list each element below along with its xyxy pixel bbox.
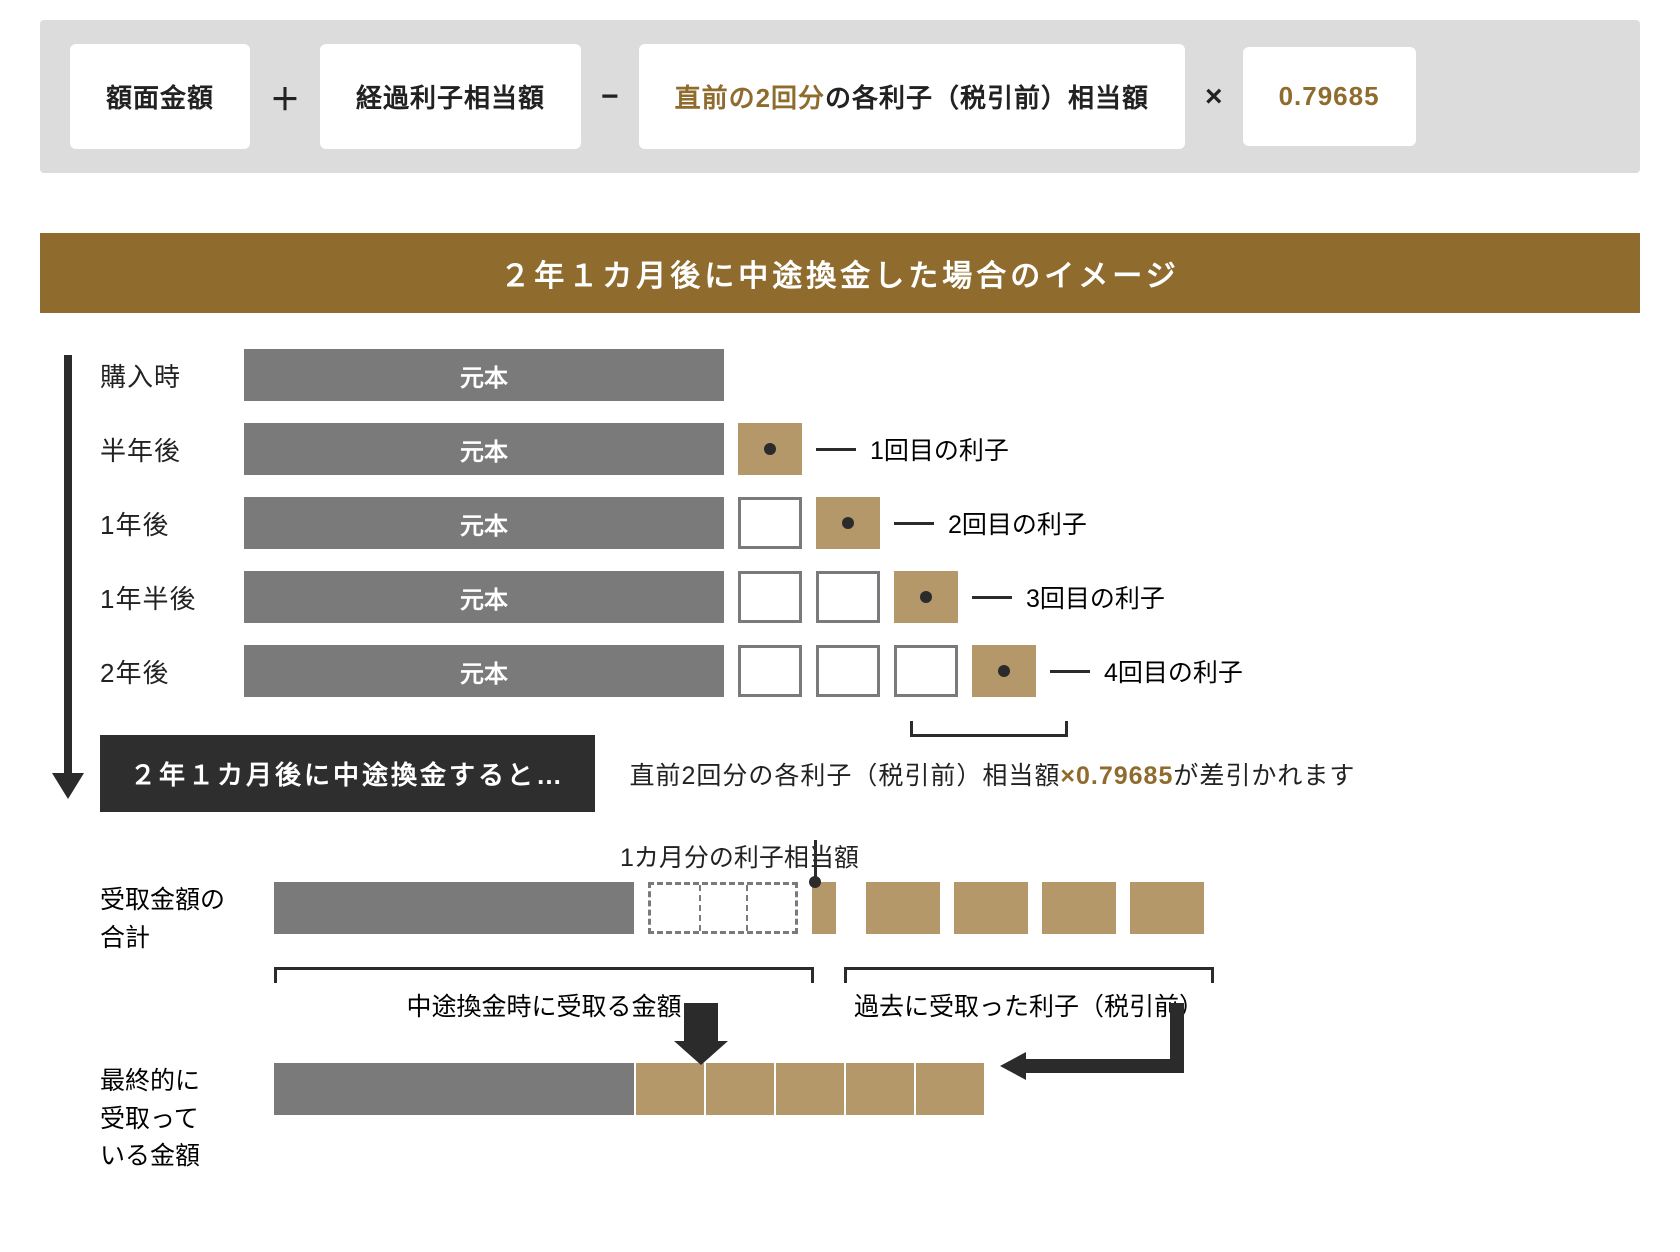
principal-bar: 元本: [244, 349, 724, 401]
timeline-row: 2年後元本 4回目の利子: [100, 645, 1640, 697]
principal-bar: 元本: [244, 497, 724, 549]
formula-term-1: 額面金額: [70, 44, 250, 149]
interest-dot-icon: [920, 591, 932, 603]
interest-dot-icon: [764, 443, 776, 455]
formula-bar: 額面金額 ＋ 経過利子相当額 − 直前の2回分の各利子（税引前）相当額 × 0.…: [40, 20, 1640, 173]
leader-line: [894, 522, 934, 525]
timeline-rows: 購入時元本半年後元本1回目の利子1年後元本2回目の利子1年半後元本3回目の利子2…: [100, 349, 1640, 697]
operator-times: ×: [1205, 80, 1223, 114]
formula-term-3-highlight: 直前の2回分: [675, 83, 825, 113]
timeline-row-label: 半年後: [100, 431, 230, 468]
past-interest-cell: [1042, 882, 1116, 934]
formula-term-4: 0.79685: [1243, 47, 1416, 146]
one-month-note: 1カ月分の利子相当額: [620, 838, 1640, 874]
final-interest-segment: [634, 1063, 704, 1115]
final-bars: [274, 1063, 984, 1115]
final-label: 最終的に受取っている金額: [100, 1063, 260, 1176]
past-interest-cell: [1130, 882, 1204, 934]
principal-bar: 元本: [244, 571, 724, 623]
prior-interest-cell: [816, 571, 880, 623]
leader-line: [1050, 670, 1090, 673]
past-interest-cell: [866, 882, 940, 934]
timeline-diagram: 購入時元本半年後元本1回目の利子1年後元本2回目の利子1年半後元本3回目の利子2…: [40, 349, 1640, 1176]
time-axis-arrow-icon: [64, 355, 72, 775]
timeline-row: 1年半後元本 3回目の利子: [100, 571, 1640, 623]
receipt-dashed-deduction: [648, 882, 798, 934]
deduction-note-accent: ×0.79685: [1060, 762, 1173, 790]
brace-right: [844, 967, 1214, 981]
prior-interest-cell: [816, 645, 880, 697]
receipt-principal-bar: [274, 882, 634, 934]
interest-dot-icon: [842, 517, 854, 529]
final-interest-segment: [774, 1063, 844, 1115]
angle-arrow-icon: [1024, 1003, 1184, 1073]
current-interest-cell: [894, 571, 958, 623]
interest-label: 3回目の利子: [1026, 579, 1165, 615]
timeline-row-label: 1年後: [100, 505, 230, 542]
one-month-leader: [814, 840, 817, 880]
final-row: 最終的に受取っている金額: [100, 1063, 1640, 1176]
underlabel-left: 中途換金時に受取る金額: [274, 987, 814, 1023]
receipt-label: 受取金額の合計: [100, 882, 260, 957]
prior-interest-cell: [738, 645, 802, 697]
final-interest-segment: [914, 1063, 984, 1115]
formula-term-2: 経過利子相当額: [320, 44, 581, 149]
one-month-pointer-icon: [809, 876, 821, 888]
principal-bar: 元本: [244, 645, 724, 697]
receipt-underlabels: 中途換金時に受取る金額 過去に受取った利子（税引前）: [274, 987, 1640, 1023]
brace-left: [274, 967, 814, 981]
timeline-row-label: 2年後: [100, 653, 230, 690]
principal-bar: 元本: [244, 423, 724, 475]
formula-term-3-rest: の各利子（税引前）相当額: [825, 83, 1149, 113]
current-interest-cell: [972, 645, 1036, 697]
timeline-row: 半年後元本 1回目の利子: [100, 423, 1640, 475]
prior-interest-cell: [738, 571, 802, 623]
receipt-past-interest-cells: [866, 882, 1204, 934]
deduction-note-prefix: 直前2回分の各利子（税引前）相当額: [629, 762, 1060, 790]
final-interest-segment: [704, 1063, 774, 1115]
operator-minus: −: [601, 80, 619, 114]
interest-label: 2回目の利子: [948, 505, 1087, 541]
final-interest-segment: [844, 1063, 914, 1115]
current-interest-cell: [816, 497, 880, 549]
receipt-one-month-bar: [812, 882, 836, 934]
receipt-row: 受取金額の合計: [100, 882, 1640, 957]
interest-dot-icon: [998, 665, 1010, 677]
receipt-bars: [274, 882, 1204, 934]
final-principal-bar: [274, 1063, 634, 1115]
timeline-row: 購入時元本: [100, 349, 1640, 401]
down-arrow-icon: [684, 1003, 718, 1043]
formula-term-3: 直前の2回分の各利子（税引前）相当額: [639, 44, 1185, 149]
deduction-note-suffix: が差引かれます: [1173, 762, 1355, 790]
timeline-row-label: 購入時: [100, 357, 230, 394]
leader-line: [816, 448, 856, 451]
operator-plus: ＋: [270, 75, 300, 119]
interest-label: 4回目の利子: [1104, 653, 1243, 689]
past-interest-cell: [954, 882, 1028, 934]
prior-interest-cell: [894, 645, 958, 697]
interest-label: 1回目の利子: [870, 431, 1009, 467]
prior-interest-cell: [738, 497, 802, 549]
leader-line: [972, 596, 1012, 599]
deduction-note: 直前2回分の各利子（税引前）相当額×0.79685が差引かれます: [629, 756, 1355, 792]
current-interest-cell: [738, 423, 802, 475]
last-two-bracket: [910, 721, 1068, 737]
cancel-banner: ２年１カ月後に中途換金すると…: [100, 735, 595, 812]
timeline-row: 1年後元本 2回目の利子: [100, 497, 1640, 549]
section-title: ２年１カ月後に中途換金した場合のイメージ: [40, 233, 1640, 313]
receipt-braces: [274, 967, 1640, 981]
timeline-row-label: 1年半後: [100, 579, 230, 616]
